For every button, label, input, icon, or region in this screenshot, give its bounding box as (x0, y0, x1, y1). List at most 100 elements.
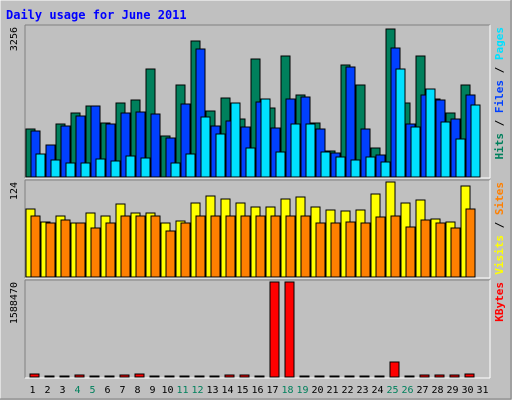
bar-sites-21 (330, 222, 341, 278)
bar-pages-18 (290, 123, 301, 178)
bar-sites-8 (135, 215, 146, 278)
bar-sites-26 (405, 226, 416, 278)
bar-kbytes-17 (269, 281, 280, 378)
bar-sites-4 (75, 222, 86, 278)
bar-kbytes-9 (149, 375, 160, 378)
bar-pages-19 (305, 123, 316, 178)
x-axis-labels: 1 2 3 4 5 6 7 8 9 10 11 12 13 14 15 16 17 18 19 20 21 22 23 24 2… (29, 385, 488, 396)
bar-pages-10 (170, 162, 181, 178)
x-tick-label: 14 (221, 385, 233, 396)
bar-pages-13 (215, 133, 226, 178)
bar-kbytes-2 (44, 375, 55, 378)
x-tick-label: 22 (341, 385, 353, 396)
bar-kbytes-15 (239, 374, 250, 378)
bar-kbytes-25 (389, 361, 400, 378)
bar-sites-27 (420, 219, 431, 278)
bar-kbytes-20 (314, 375, 325, 378)
bar-kbytes-13 (209, 375, 220, 378)
bar-kbytes-26 (404, 375, 415, 378)
x-tick-label: 1 (29, 385, 35, 396)
x-tick-label: 21 (326, 385, 338, 396)
bar-sites-29 (450, 227, 461, 278)
chart-title: Daily usage for June 2011 (6, 8, 187, 22)
bar-kbytes-24 (374, 375, 385, 378)
bar-pages-30 (470, 104, 481, 178)
bar-sites-7 (120, 215, 131, 278)
series-sites (30, 208, 476, 278)
bar-sites-10 (165, 230, 176, 278)
svg-text:KBytes: KBytes (493, 282, 506, 322)
bar-sites-20 (315, 222, 326, 278)
legend-visits: Visits / Sites (493, 182, 506, 275)
bar-kbytes-29 (449, 374, 460, 378)
bar-sites-14 (225, 215, 236, 278)
legend-kbytes: KBytes (493, 282, 506, 322)
bar-sites-9 (150, 215, 161, 278)
bar-sites-13 (210, 215, 221, 278)
bar-sites-28 (435, 222, 446, 278)
x-tick-label: 16 (251, 385, 263, 396)
legend-hits: Hits (493, 133, 506, 160)
x-tick-label: 2 (44, 385, 50, 396)
x-tick-label: 11 (176, 385, 188, 396)
bar-sites-24 (375, 216, 386, 278)
bar-pages-29 (455, 138, 466, 178)
panel-frame (25, 280, 490, 378)
bar-kbytes-16 (254, 375, 265, 378)
panel-kbytes: 1588470 KBytes (9, 279, 506, 379)
legend-separator: / (493, 113, 506, 133)
x-tick-label: 4 (74, 385, 80, 396)
svg-text:Hits / Files / Pages: Hits / Files / Pages (493, 27, 506, 160)
legend-visits: Visits (493, 235, 506, 275)
bar-kbytes-23 (359, 375, 370, 378)
x-tick-label: 28 (431, 385, 443, 396)
bar-pages-7 (125, 155, 136, 178)
legend-usage: Hits / Files / Pages (493, 27, 506, 160)
bar-pages-5 (95, 158, 106, 178)
bar-kbytes-3 (59, 375, 70, 378)
bar-sites-22 (345, 221, 356, 278)
bar-sites-30 (465, 208, 476, 278)
x-tick-label: 17 (266, 385, 278, 396)
panel-usage: 3256 Hits / Files / Pages (9, 24, 506, 179)
x-tick-label: 20 (311, 385, 323, 396)
bar-kbytes-10 (164, 375, 175, 378)
bar-pages-28 (440, 121, 451, 178)
panel-max-label: 3256 (9, 27, 20, 51)
legend-separator: / (493, 60, 506, 80)
bar-sites-2 (45, 222, 56, 278)
x-tick-label: 7 (119, 385, 125, 396)
legend-separator: / (493, 215, 506, 235)
bar-kbytes-30 (464, 373, 475, 378)
x-tick-label: 3 (59, 385, 65, 396)
x-tick-label: 13 (206, 385, 218, 396)
bar-kbytes-19 (299, 375, 310, 378)
chart-panels: 3256 Hits / Files / Pages 124 Visits / Site… (9, 24, 506, 379)
bar-kbytes-12 (194, 375, 205, 378)
bar-sites-25 (390, 215, 401, 278)
x-tick-label: 29 (446, 385, 458, 396)
bar-pages-6 (110, 160, 121, 178)
x-tick-label: 27 (416, 385, 428, 396)
legend-sites: Sites (493, 182, 506, 215)
x-tick-label: 12 (191, 385, 203, 396)
x-tick-label: 24 (371, 385, 383, 396)
bar-sites-1 (30, 215, 41, 278)
bar-pages-15 (245, 147, 256, 178)
x-tick-label: 6 (104, 385, 110, 396)
bar-sites-11 (180, 222, 191, 278)
bar-sites-3 (60, 219, 71, 278)
x-tick-label: 8 (134, 385, 140, 396)
bar-pages-16 (260, 98, 271, 178)
bar-pages-1 (35, 153, 46, 178)
x-tick-label: 31 (476, 385, 488, 396)
bar-sites-19 (300, 215, 311, 278)
bar-sites-18 (285, 215, 296, 278)
x-tick-label: 15 (236, 385, 248, 396)
series-pages (35, 68, 481, 178)
bar-pages-11 (185, 153, 196, 178)
bar-sites-12 (195, 215, 206, 278)
x-tick-label: 26 (401, 385, 413, 396)
bar-kbytes-11 (179, 375, 190, 378)
